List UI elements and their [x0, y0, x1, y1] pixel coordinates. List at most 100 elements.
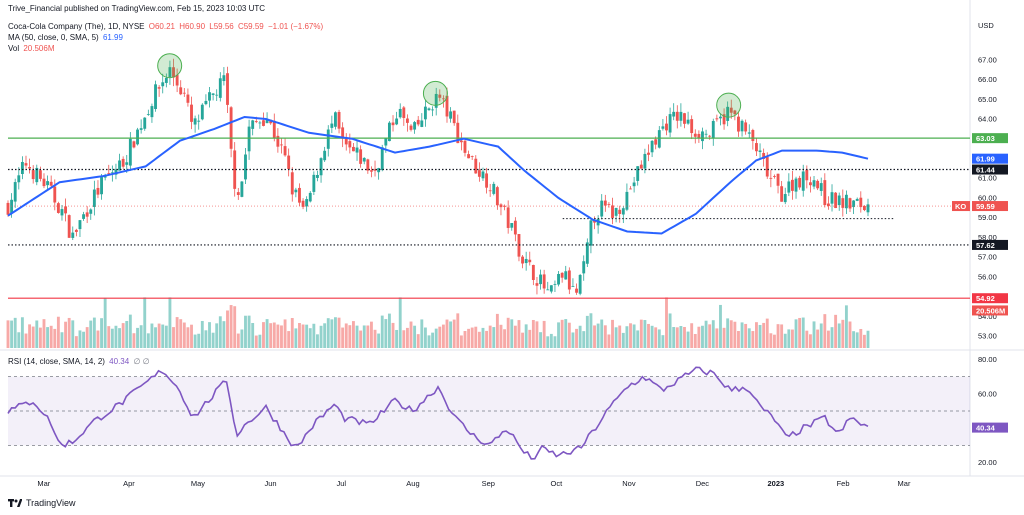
candle-body [740, 120, 744, 132]
candle-body [423, 106, 427, 120]
candle-body [542, 274, 546, 289]
candle-body [449, 111, 453, 119]
candle-body [791, 179, 794, 191]
candle-body [215, 94, 219, 96]
volume-bar [441, 324, 445, 348]
moving-average-line [7, 115, 869, 235]
candle-body [240, 181, 244, 197]
volume-bar [387, 313, 391, 348]
volume-bar [542, 320, 546, 348]
time-axis-label: Mar [898, 479, 911, 488]
price-tick-label: 56.00 [978, 272, 997, 281]
candle-body [657, 130, 661, 148]
volume-bar [495, 313, 499, 348]
candle-body [337, 111, 341, 129]
candle-body [143, 117, 147, 129]
time-axis-label: Mar [37, 479, 50, 488]
volume-bar [434, 328, 438, 348]
candle-body [107, 173, 111, 174]
candle-body [384, 138, 388, 146]
price-badge-label: 20.506M [976, 306, 1005, 315]
volume-bar [762, 322, 766, 348]
candle-body [172, 67, 175, 78]
volume-bar [780, 324, 784, 348]
candle-body [737, 116, 740, 132]
candle-body [614, 207, 618, 216]
volume-bar [506, 317, 510, 348]
candle-body [294, 189, 298, 193]
candle-body [254, 121, 258, 123]
volume-bar [262, 322, 265, 348]
rsi-tick-label: 60.00 [978, 389, 997, 398]
candle-body [330, 123, 334, 128]
candle-body [258, 122, 262, 124]
volume-bar [632, 324, 636, 348]
volume-bar [355, 325, 359, 348]
volume-bar [629, 323, 632, 348]
candle-body [686, 119, 690, 124]
candle-body [866, 204, 870, 213]
candle-body [398, 108, 402, 118]
tradingview-brand[interactable]: TradingView [8, 498, 76, 508]
volume-bar [582, 331, 586, 348]
brand-name: TradingView [26, 498, 76, 508]
candle-body [593, 220, 596, 223]
vol-label: Vol [8, 44, 20, 53]
candle-body [690, 119, 694, 134]
volume-bar [567, 322, 571, 348]
ma-legend[interactable]: MA (50, close, 0, SMA, 5) 61.99 [8, 33, 125, 43]
price-level-badge-label: 57.62 [976, 241, 995, 250]
candle-body [528, 259, 532, 263]
candle-body [819, 183, 823, 191]
volume-bar [139, 325, 143, 348]
volume-bar [182, 322, 186, 348]
candle-body [380, 147, 384, 171]
volume-bar [636, 330, 640, 348]
volume-bar [17, 332, 21, 348]
publisher-text: Trive_Financial published on TradingView… [8, 4, 266, 13]
candle-body [236, 192, 240, 195]
volume-bar [524, 324, 528, 348]
candle-body [13, 182, 17, 202]
price-tick-label: 60.00 [978, 193, 997, 202]
volume-bar [136, 327, 139, 348]
volume-bar [305, 324, 309, 348]
candle-body [733, 110, 737, 115]
rsi-tick-label: 80.00 [978, 355, 997, 364]
time-axis-label: Apr [123, 479, 135, 488]
vol-value: 20.506M [23, 44, 55, 53]
volume-bar [701, 325, 704, 348]
ohlc-change: −1.01 (−1.67%) [267, 22, 324, 31]
volume-bar [697, 326, 701, 348]
candle-body [226, 73, 229, 105]
volume-bar [852, 331, 856, 348]
rsi-legend[interactable]: RSI (14, close, SMA, 14, 2) 40.34 ∅ ∅ [8, 357, 152, 367]
volume-bar [769, 333, 773, 348]
candle-body [679, 111, 683, 121]
candle-body [305, 199, 309, 207]
price-tick-label: 64.00 [978, 115, 997, 124]
volume-bar [193, 334, 197, 348]
volume-bar [344, 323, 348, 348]
volume-bar [82, 331, 85, 348]
volume-bar [744, 323, 748, 348]
symbol-legend[interactable]: Coca-Cola Company (The), 1D, NYSE O60.21… [8, 22, 325, 32]
candle-body [150, 106, 154, 118]
candle-body [146, 114, 150, 116]
candle-body [848, 198, 852, 209]
volume-bar [287, 331, 291, 348]
candle-body [348, 141, 352, 148]
candle-body [344, 138, 348, 145]
price-tick-label: 61.00 [978, 174, 997, 183]
candle-body [369, 170, 373, 172]
candle-body [71, 232, 75, 238]
candle-body [506, 207, 510, 228]
volume-bar [341, 327, 345, 348]
volume-bar [603, 325, 607, 348]
candle-body [409, 125, 413, 130]
vol-legend[interactable]: Vol 20.506M [8, 44, 57, 54]
volume-bar [661, 335, 665, 348]
volume-bar [405, 327, 409, 348]
ohlc-low: L59.56 [209, 22, 234, 31]
